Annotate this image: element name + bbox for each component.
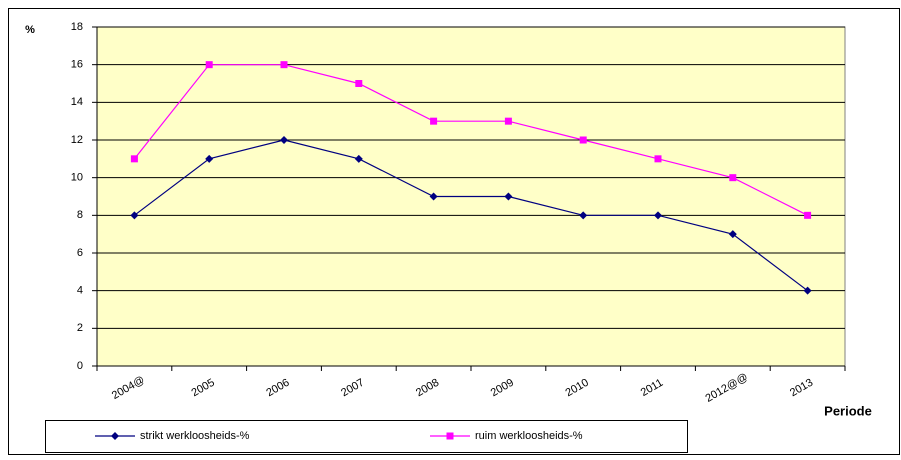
- series-line: [134, 139, 808, 292]
- marker: [504, 192, 513, 201]
- marker: [504, 117, 512, 125]
- y-axis-label: %: [25, 24, 35, 36]
- y-tick-label: 2: [77, 322, 83, 334]
- marker: [111, 432, 119, 440]
- marker: [280, 136, 288, 144]
- x-tick-label: 2006: [264, 377, 291, 400]
- marker: [130, 155, 138, 163]
- y-tick-label: 14: [71, 96, 83, 108]
- y-tick-label: 10: [71, 172, 83, 184]
- y-tick-label: 18: [71, 21, 83, 33]
- legend-label: ruim werkloosheids-%: [475, 430, 583, 442]
- marker: [354, 154, 363, 163]
- x-tick-label: 2010: [564, 377, 591, 400]
- marker: [446, 432, 454, 440]
- x-tick-label: 2013: [788, 377, 815, 400]
- x-tick-label: 2005: [190, 377, 217, 400]
- marker: [130, 211, 139, 220]
- marker: [654, 155, 662, 163]
- marker: [205, 154, 214, 163]
- y-tick-label: 4: [77, 285, 83, 297]
- marker: [729, 174, 737, 182]
- legend: [45, 420, 688, 453]
- y-tick-label: 16: [71, 59, 83, 71]
- x-tick-label: 2011: [639, 377, 665, 399]
- marker: [579, 211, 588, 220]
- x-tick-label: 2007: [339, 377, 366, 400]
- x-tick-label: 2008: [414, 377, 441, 400]
- marker: [355, 80, 363, 87]
- marker: [804, 211, 812, 219]
- y-tick-label: 12: [71, 134, 83, 146]
- y-tick-label: 0: [77, 360, 83, 372]
- x-axis-label: Periode: [824, 403, 872, 418]
- marker: [803, 286, 812, 295]
- x-tick-label: 2009: [489, 377, 516, 400]
- y-tick-label: 8: [77, 209, 83, 221]
- marker: [579, 136, 587, 144]
- series-line: [133, 64, 808, 216]
- marker: [205, 61, 213, 69]
- marker: [280, 61, 288, 69]
- legend-label: strikt werkloosheids-%: [140, 430, 250, 442]
- y-tick-label: 6: [77, 247, 83, 259]
- marker: [728, 230, 737, 239]
- marker: [430, 117, 438, 125]
- marker: [654, 211, 662, 220]
- marker: [429, 192, 438, 201]
- x-tick-label: 2004@: [110, 374, 147, 402]
- x-tick-label: 2012@@: [703, 371, 750, 405]
